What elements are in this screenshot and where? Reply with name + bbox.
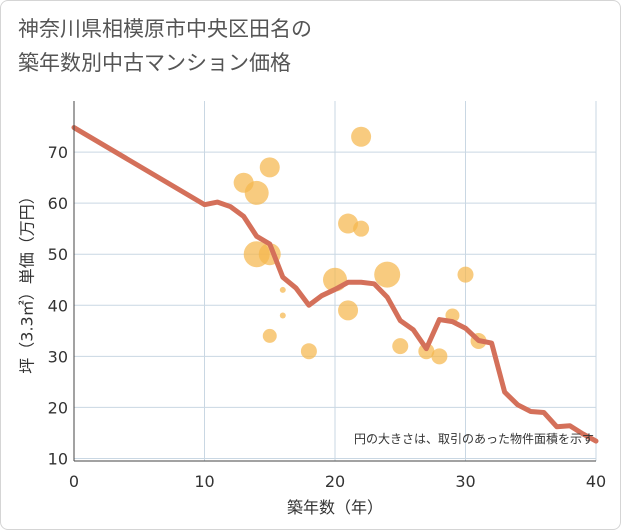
chart-title: 神奈川県相模原市中央区田名の 築年数別中古マンション価格 <box>18 12 608 80</box>
bubble-point <box>300 343 317 360</box>
x-tick-label: 20 <box>325 472 345 491</box>
y-tick-label: 70 <box>48 143 68 162</box>
x-tick-label: 10 <box>194 472 214 491</box>
bubble-point <box>279 286 286 293</box>
trend-line <box>71 125 599 444</box>
bubble-point <box>374 261 401 288</box>
bubble-point <box>259 157 280 178</box>
y-tick-label: 30 <box>48 347 68 366</box>
bubble-point <box>279 312 286 319</box>
x-tick-label: 40 <box>586 472 606 491</box>
bubble-point <box>244 180 269 205</box>
bubble-point <box>392 338 409 355</box>
bubble-point <box>431 348 448 365</box>
bubble-point <box>262 328 277 343</box>
bubble-point <box>338 300 359 321</box>
trend-series <box>71 125 599 444</box>
bubble-point <box>351 126 372 147</box>
x-tick-label: 0 <box>69 472 79 491</box>
y-tick-label: 60 <box>48 194 68 213</box>
axes <box>73 101 596 462</box>
y-tick-label: 50 <box>48 245 68 264</box>
bubble-point <box>353 220 370 237</box>
y-tick-label: 20 <box>48 398 68 417</box>
x-tick-label: 30 <box>455 472 475 491</box>
y-axis-title: 坪（3.3㎡）単価（万円） <box>18 188 37 373</box>
bubble-point <box>457 266 474 283</box>
x-axis-title: 築年数（年） <box>287 498 383 517</box>
y-tick-label: 40 <box>48 296 68 315</box>
chart-title-line-1: 神奈川県相模原市中央区田名の <box>18 17 312 41</box>
y-tick-label: 10 <box>48 449 68 468</box>
size-legend-note: 円の大きさは、取引のあった物件面積を示す <box>354 431 594 446</box>
chart-title-line-2: 築年数別中古マンション価格 <box>18 51 291 75</box>
bubble-point <box>338 213 359 234</box>
